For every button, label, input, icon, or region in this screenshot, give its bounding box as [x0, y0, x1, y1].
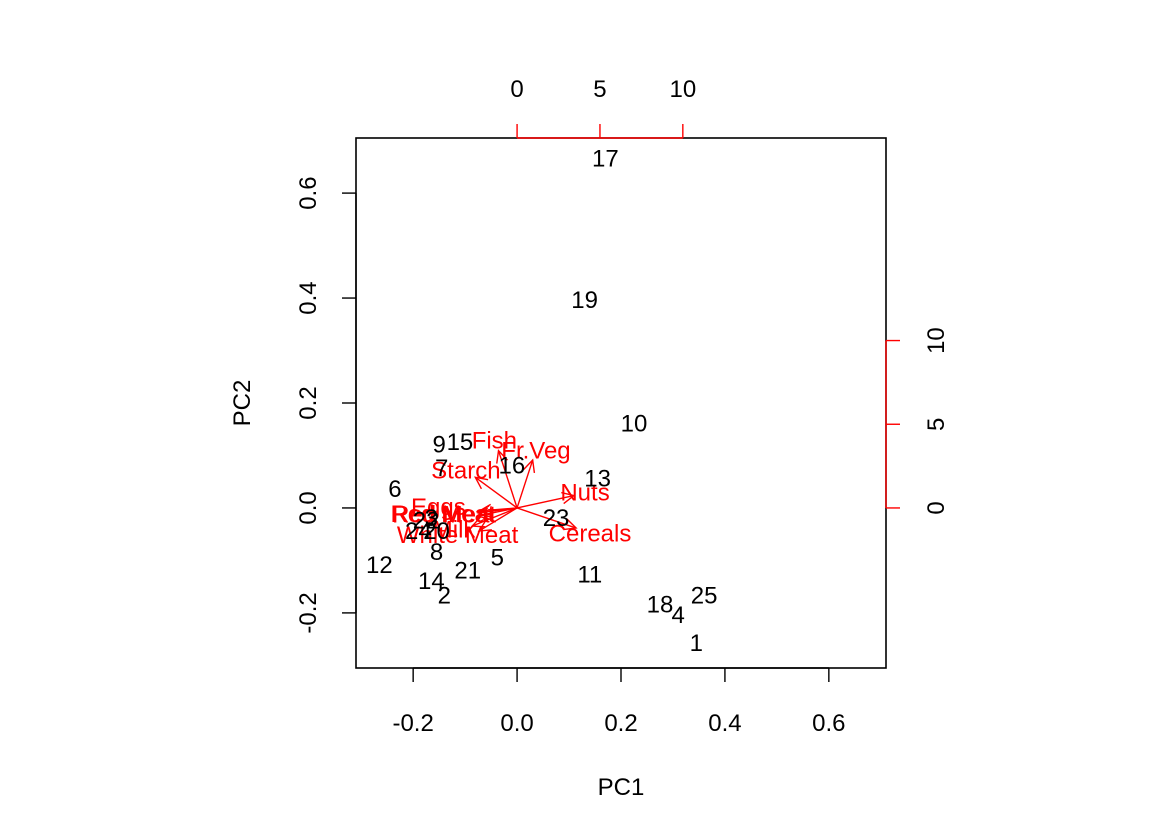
point-label: 20 [423, 518, 450, 545]
left-tick-label: 0.6 [295, 176, 322, 209]
loading-label: Nuts [560, 480, 609, 507]
point-label: 13 [584, 466, 611, 493]
left-axis: -0.2 0.0 0.2 0.4 0.6 [295, 176, 357, 634]
loading-arrowhead [476, 505, 491, 518]
loading-arrow [474, 476, 518, 509]
right-tick-label: 10 [923, 327, 950, 354]
loading-arrowhead [496, 449, 508, 464]
left-tick-label: 0.2 [295, 386, 322, 419]
point-label: 15 [447, 429, 474, 456]
bottom-tick-label: -0.2 [392, 710, 433, 737]
loading-label: Fish [472, 427, 517, 454]
loading-arrow [516, 507, 577, 529]
point-label: 23 [543, 505, 570, 532]
bottom-tick-label: 0.4 [708, 710, 741, 737]
loading-arrowhead [475, 507, 491, 520]
point-label: 16 [499, 452, 526, 479]
loading-arrowhead [470, 515, 486, 528]
loading-label: White Meat [397, 522, 519, 549]
loading-arrow [516, 459, 534, 509]
point-label: 22 [413, 508, 440, 535]
left-tick-label: 0.0 [295, 491, 322, 524]
loading-arrowhead [474, 476, 489, 490]
loading-arrow [472, 507, 518, 527]
point-label: 21 [454, 557, 481, 584]
left-tick-label: 0.4 [295, 281, 322, 314]
top-tick-label: 10 [669, 76, 696, 103]
bottom-tick-label: 0.0 [500, 710, 533, 737]
point-label: 2 [438, 583, 451, 610]
loading-arrow [516, 494, 575, 509]
point-label: 1 [690, 630, 703, 657]
point-label: 11 [577, 562, 602, 589]
top-tick-label: 5 [593, 76, 606, 103]
loading-arrowhead [477, 519, 492, 532]
loading-arrow [478, 507, 518, 532]
loading-arrowhead [563, 518, 578, 531]
right-axis: 0 5 10 [885, 327, 950, 515]
loading-arrowhead [523, 458, 536, 474]
top-tick-label: 0 [510, 76, 523, 103]
point-label: 9 [432, 431, 445, 458]
loading-label: Starch [431, 457, 500, 484]
loading-arrowhead [561, 491, 576, 505]
left-tick-label: -0.2 [295, 592, 322, 633]
point-label: 12 [366, 552, 393, 579]
point-label: 19 [571, 287, 598, 314]
right-tick-label: 0 [923, 501, 950, 514]
loading-arrow [477, 507, 518, 517]
loading-label: Cereals [549, 521, 632, 548]
point-label: 6 [388, 476, 401, 503]
top-axis: 0 5 10 [510, 76, 696, 139]
point-label: 24 [405, 518, 432, 545]
point-label: 25 [691, 583, 718, 610]
loading-label: Milk [433, 516, 477, 543]
right-tick-label: 5 [923, 418, 950, 431]
point-label: 18 [647, 592, 674, 619]
bottom-tick-label: 0.2 [604, 710, 637, 737]
point-label: 17 [592, 145, 619, 172]
point-label: 3 [425, 505, 438, 532]
bottom-axis: -0.2 0.0 0.2 0.4 0.6 [392, 667, 846, 737]
bottom-tick-label: 0.6 [812, 710, 845, 737]
point-label: 14 [418, 568, 445, 595]
loading-label: Eggs [411, 494, 466, 521]
point-label: 7 [435, 455, 448, 482]
x-axis-title: PC1 [598, 774, 645, 801]
point-label: 8 [430, 539, 443, 566]
point-label: 5 [491, 544, 504, 571]
y-axis-title: PC2 [229, 380, 256, 427]
loading-label: Fr.Veg [501, 438, 570, 465]
point-label: 4 [671, 602, 684, 629]
point-label: 10 [621, 410, 648, 437]
loading-arrow [497, 450, 518, 509]
